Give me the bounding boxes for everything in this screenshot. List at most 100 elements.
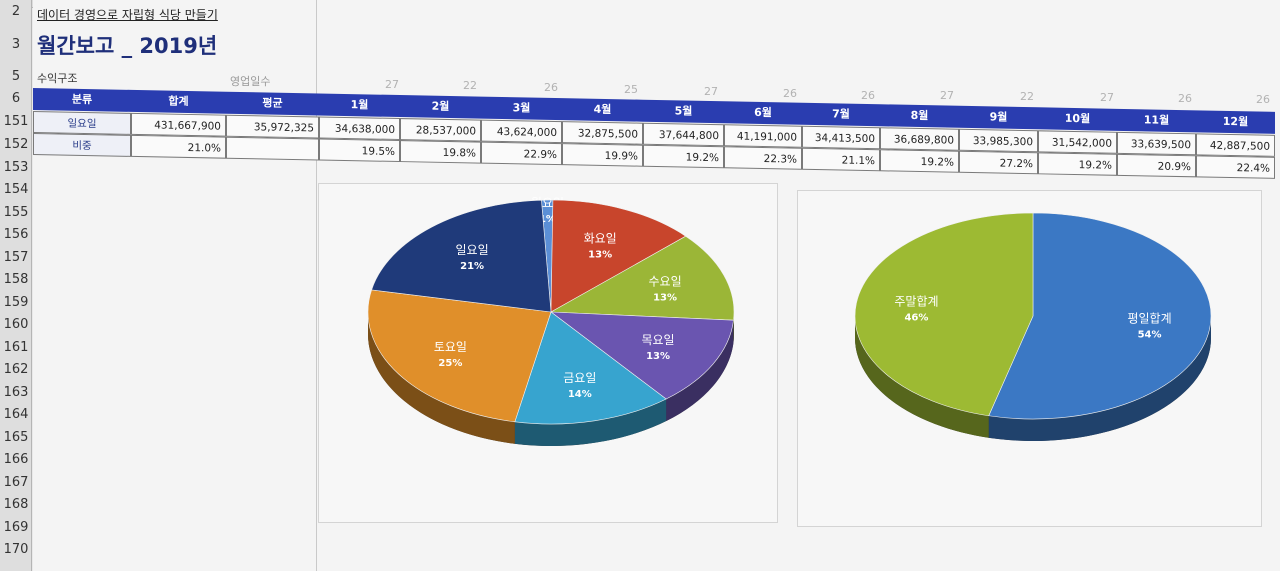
- row-number[interactable]: 162: [3, 362, 29, 377]
- row-number[interactable]: 170: [3, 542, 29, 557]
- day-count[interactable]: 27: [1100, 91, 1114, 104]
- row-label-sunday[interactable]: 일요일: [33, 111, 131, 135]
- table-cell[interactable]: 35,972,325: [226, 114, 319, 139]
- table-cell[interactable]: 19.2%: [643, 144, 724, 169]
- pie-slice[interactable]: [549, 235, 735, 321]
- day-count[interactable]: 27: [704, 85, 718, 98]
- day-count[interactable]: 22: [463, 79, 477, 92]
- header-month[interactable]: 2월: [400, 95, 481, 119]
- table-cell[interactable]: 21.0%: [131, 134, 226, 159]
- row-number[interactable]: 166: [3, 452, 29, 467]
- table-cell[interactable]: 19.2%: [1038, 152, 1117, 176]
- table-cell[interactable]: 19.2%: [880, 149, 959, 173]
- row-number[interactable]: 165: [3, 430, 29, 445]
- table-cell[interactable]: 20.9%: [1117, 153, 1196, 178]
- table-cell[interactable]: 27.2%: [959, 150, 1038, 175]
- row-number[interactable]: 152: [3, 137, 29, 152]
- table-cell[interactable]: 28,537,000: [400, 118, 481, 142]
- weekday-weekend-pie-chart[interactable]: 평일합계 54% 주말합계 46%: [798, 191, 1263, 528]
- header-month[interactable]: 9월: [959, 105, 1038, 130]
- row-number[interactable]: 154: [3, 182, 29, 197]
- table-cell[interactable]: 37,644,800: [643, 122, 724, 147]
- table-cell[interactable]: 21.1%: [802, 147, 880, 172]
- row-number[interactable]: 157: [3, 250, 29, 265]
- header-month[interactable]: 5월: [643, 99, 724, 124]
- table-cell[interactable]: 41,191,000: [724, 124, 802, 148]
- row-number[interactable]: 153: [3, 160, 29, 175]
- pie-slice[interactable]: [371, 199, 552, 313]
- business-days-label[interactable]: 영업일수: [230, 75, 271, 88]
- header-month[interactable]: 11월: [1117, 108, 1196, 133]
- table-cell[interactable]: 19.5%: [319, 138, 400, 163]
- pie-percent-label: 25%: [438, 358, 462, 369]
- day-count[interactable]: 25: [624, 83, 638, 96]
- header-month[interactable]: 4월: [562, 98, 643, 122]
- row-number[interactable]: 169: [3, 520, 29, 535]
- weekday-pie-chart-panel[interactable]: 월요일 1% 화요일 13% 수요일 13% 목요일 13% 금요일 14% 토요일 25% 일요일 21…: [318, 183, 778, 523]
- row-number[interactable]: 6: [11, 91, 21, 106]
- section-label[interactable]: 수익구조: [37, 72, 78, 85]
- table-cell[interactable]: 33,639,500: [1117, 131, 1196, 156]
- row-number[interactable]: 2: [11, 4, 21, 19]
- pie-slice[interactable]: [988, 212, 1212, 420]
- header-total[interactable]: 합계: [131, 89, 226, 114]
- pie-percent-label: 13%: [646, 351, 670, 362]
- table-cell[interactable]: 33,985,300: [959, 128, 1038, 153]
- table-cell[interactable]: 19.8%: [400, 140, 481, 164]
- pie-slice[interactable]: [854, 212, 1034, 417]
- pie-slice[interactable]: [514, 311, 667, 425]
- pie-slice-side: [368, 312, 515, 444]
- header-month[interactable]: 8월: [880, 104, 959, 128]
- day-count[interactable]: 26: [1178, 92, 1192, 105]
- table-cell[interactable]: 22.9%: [481, 141, 562, 166]
- row-number[interactable]: 156: [3, 227, 29, 242]
- row-number[interactable]: 5: [11, 69, 21, 84]
- weekday-pie-chart[interactable]: 월요일1%화요일13%수요일13%목요일13%금요일14%토요일25%일요일21…: [319, 184, 779, 524]
- row-number[interactable]: 168: [3, 497, 29, 512]
- row-number[interactable]: 167: [3, 475, 29, 490]
- header-average[interactable]: 평균: [226, 91, 319, 116]
- day-count[interactable]: 27: [385, 78, 399, 91]
- pie-slice[interactable]: [550, 199, 687, 313]
- day-count[interactable]: 26: [861, 89, 875, 102]
- report-subtitle[interactable]: 데이터 경영으로 자립형 식당 만들기: [37, 8, 218, 22]
- day-count[interactable]: 22: [1020, 90, 1034, 103]
- row-number[interactable]: 161: [3, 340, 29, 355]
- day-count[interactable]: 26: [1256, 93, 1270, 106]
- header-month[interactable]: 7월: [802, 102, 880, 127]
- table-cell[interactable]: 34,638,000: [319, 116, 400, 141]
- table-cell[interactable]: [226, 136, 319, 161]
- report-title[interactable]: 월간보고 _ 2019년: [37, 34, 218, 58]
- table-cell[interactable]: 43,624,000: [481, 119, 562, 144]
- day-count[interactable]: 27: [940, 89, 954, 102]
- row-number[interactable]: 158: [3, 272, 29, 287]
- table-cell[interactable]: 31,542,000: [1038, 130, 1117, 154]
- table-cell[interactable]: 19.9%: [562, 143, 643, 167]
- header-month[interactable]: 6월: [724, 101, 802, 125]
- header-month[interactable]: 10월: [1038, 107, 1117, 131]
- row-number[interactable]: 159: [3, 295, 29, 310]
- table-cell[interactable]: 431,667,900: [131, 112, 226, 137]
- weekend-pie-chart-panel[interactable]: 평일합계 54% 주말합계 46%: [797, 190, 1262, 527]
- table-cell[interactable]: 42,887,500: [1196, 133, 1275, 157]
- table-cell[interactable]: 22.3%: [724, 146, 802, 170]
- header-month[interactable]: 12월: [1196, 110, 1275, 134]
- pie-slice[interactable]: [550, 311, 734, 400]
- day-count[interactable]: 26: [783, 87, 797, 100]
- header-month[interactable]: 3월: [481, 96, 562, 121]
- row-number[interactable]: 3: [11, 37, 21, 52]
- row-label-share[interactable]: 비중: [33, 133, 131, 157]
- day-count[interactable]: 26: [544, 81, 558, 94]
- pie-slice[interactable]: [367, 289, 552, 423]
- table-cell[interactable]: 32,875,500: [562, 121, 643, 145]
- row-number[interactable]: 164: [3, 407, 29, 422]
- row-number[interactable]: 155: [3, 205, 29, 220]
- table-cell[interactable]: 34,413,500: [802, 125, 880, 150]
- header-category[interactable]: 분류: [33, 88, 131, 112]
- table-cell[interactable]: 22.4%: [1196, 155, 1275, 179]
- row-number[interactable]: 151: [3, 114, 29, 129]
- header-month[interactable]: 1월: [319, 93, 400, 118]
- row-number[interactable]: 163: [3, 385, 29, 400]
- row-number[interactable]: 160: [3, 317, 29, 332]
- table-cell[interactable]: 36,689,800: [880, 127, 959, 151]
